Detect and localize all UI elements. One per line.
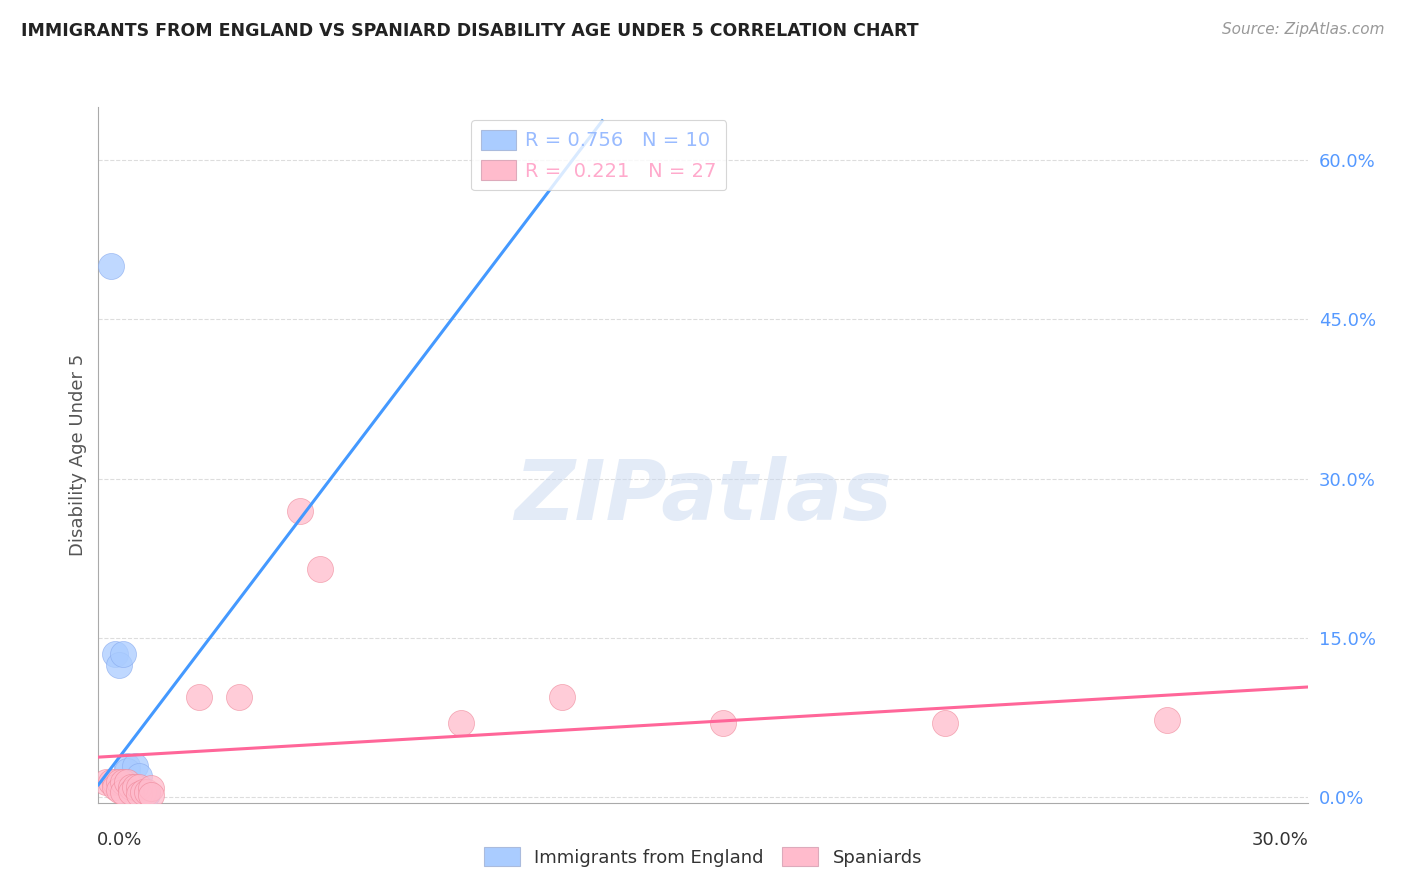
Point	[100, 774, 122, 789]
Point	[120, 785, 142, 799]
Text: 30.0%: 30.0%	[1251, 830, 1309, 848]
Text: Source: ZipAtlas.com: Source: ZipAtlas.com	[1222, 22, 1385, 37]
Point	[111, 647, 134, 661]
Point	[135, 787, 157, 801]
Y-axis label: Disability Age Under 5: Disability Age Under 5	[69, 354, 87, 556]
Point	[288, 504, 311, 518]
Point	[96, 774, 118, 789]
Point	[450, 716, 472, 731]
Point	[132, 785, 155, 799]
Text: ZIPatlas: ZIPatlas	[515, 456, 891, 537]
Point	[115, 764, 138, 778]
Point	[107, 783, 129, 797]
Point	[107, 774, 129, 789]
Point	[135, 785, 157, 799]
Point	[115, 774, 138, 789]
Point	[128, 780, 150, 794]
Point	[107, 657, 129, 672]
Point	[120, 780, 142, 794]
Point	[309, 562, 332, 576]
Point	[139, 789, 162, 803]
Text: 0.0%: 0.0%	[97, 830, 142, 848]
Point	[139, 780, 162, 795]
Point	[1156, 713, 1178, 727]
Point	[934, 716, 956, 731]
Point	[111, 774, 134, 789]
Point	[228, 690, 250, 704]
Point	[128, 787, 150, 801]
Point	[111, 785, 134, 799]
Point	[124, 758, 146, 772]
Text: IMMIGRANTS FROM ENGLAND VS SPANIARD DISABILITY AGE UNDER 5 CORRELATION CHART: IMMIGRANTS FROM ENGLAND VS SPANIARD DISA…	[21, 22, 918, 40]
Point	[103, 647, 125, 661]
Point	[132, 785, 155, 799]
Point	[711, 716, 734, 731]
Point	[100, 260, 122, 274]
Point	[103, 780, 125, 794]
Point	[115, 758, 138, 772]
Legend: Immigrants from England, Spaniards: Immigrants from England, Spaniards	[477, 840, 929, 874]
Point	[103, 774, 125, 789]
Point	[188, 690, 211, 704]
Point	[551, 690, 574, 704]
Point	[124, 780, 146, 794]
Point	[128, 769, 150, 783]
